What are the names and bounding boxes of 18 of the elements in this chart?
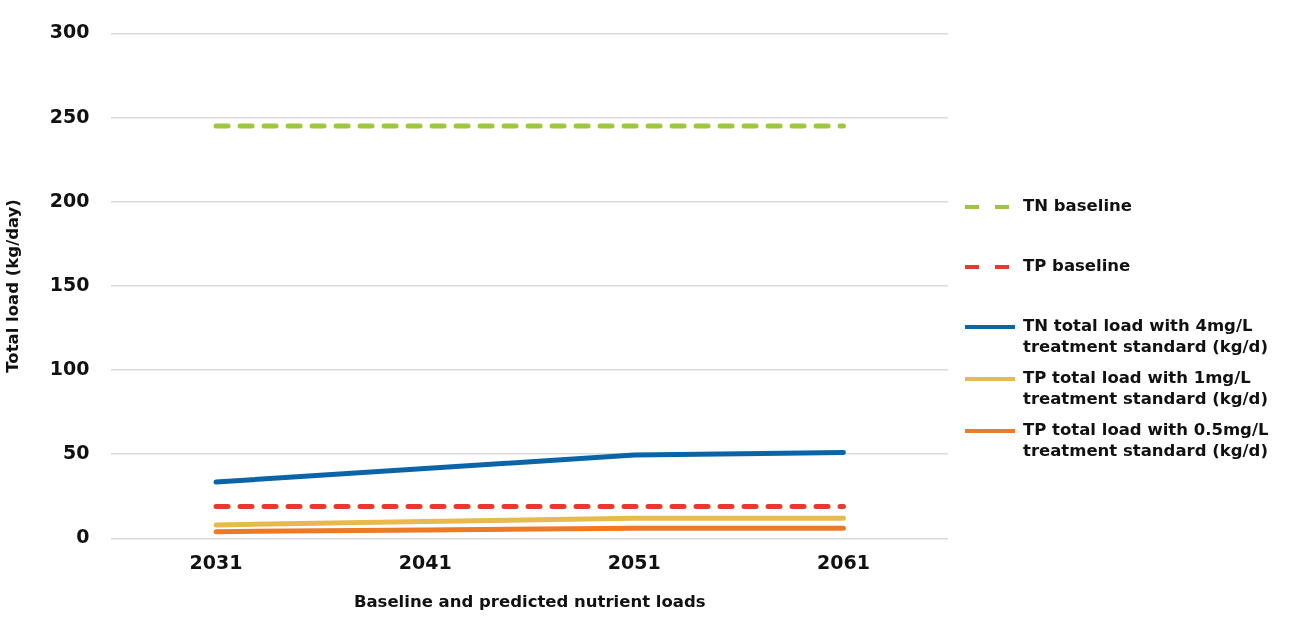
legend-label: TN baseline: [1023, 195, 1133, 216]
y-tick-label: 150: [49, 272, 90, 295]
y-tick-label: 0: [76, 525, 90, 548]
legend-label: TP baseline: [1023, 255, 1131, 276]
x-tick-label: 2051: [607, 550, 661, 573]
x-tick-label: 2041: [398, 550, 452, 573]
y-tick-label: 100: [49, 357, 90, 379]
y-tick-label: 200: [49, 188, 90, 211]
legend-label: TP total load with 1mg/L treatment standard (kg/d): [1023, 367, 1269, 409]
x-tick-label: 2061: [816, 550, 870, 573]
legend-label: TN total load with 4mg/L treatment standard (kg/d): [1023, 315, 1269, 357]
y-tick-label: 300: [49, 20, 90, 43]
legend-label: TP total load with 0.5mg/L treatment standard (kg/d): [1023, 419, 1270, 461]
x-tick-label: 2031: [189, 550, 243, 573]
y-axis-title: Total load (kg/day): [3, 199, 23, 373]
x-axis-title: Baseline and predicted nutrient loads: [353, 592, 706, 612]
y-tick-label: 250: [49, 104, 90, 127]
y-tick-label: 50: [63, 441, 90, 464]
